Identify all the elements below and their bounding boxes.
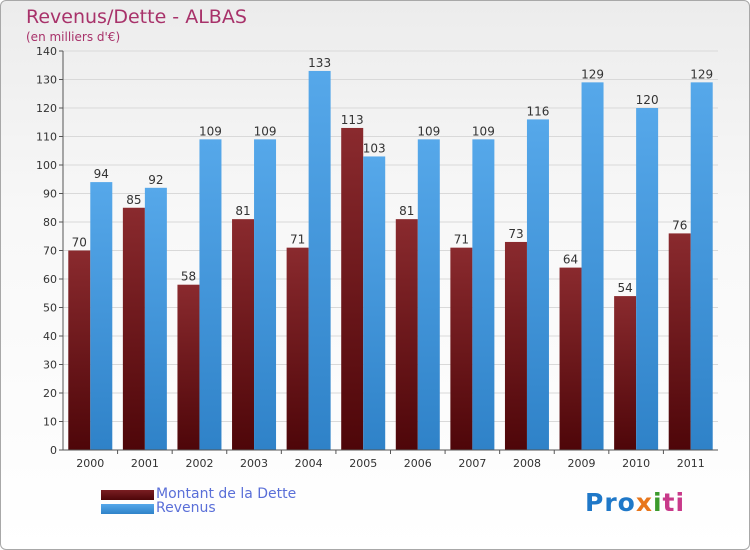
bar — [636, 108, 659, 450]
data-label: 129 — [690, 67, 713, 81]
legend-label-revenus: Revenus — [156, 500, 216, 516]
data-label: 113 — [341, 113, 364, 127]
data-label: 76 — [672, 218, 687, 232]
bar — [614, 296, 637, 450]
bar — [363, 156, 386, 450]
data-label: 54 — [617, 281, 632, 295]
bar — [122, 207, 145, 450]
data-label: 85 — [126, 193, 141, 207]
bar — [417, 139, 440, 450]
bar — [559, 267, 582, 450]
logo-part: ti — [662, 488, 686, 517]
bar — [254, 139, 277, 450]
y-tick-label: 80 — [43, 216, 57, 229]
data-label: 71 — [290, 233, 305, 247]
logo-part: Pro — [585, 488, 636, 517]
bar — [144, 187, 167, 451]
bar — [177, 284, 200, 450]
legend-swatch-dette — [101, 490, 154, 500]
y-tick-label: 0 — [50, 444, 57, 457]
data-label: 70 — [72, 236, 87, 250]
data-label: 109 — [417, 124, 440, 138]
data-label: 64 — [563, 253, 578, 267]
bar — [341, 127, 364, 450]
data-label: 116 — [527, 104, 550, 118]
chart-subtitle: (en milliers d'€) — [26, 30, 121, 44]
legend-swatch-revenus — [101, 504, 154, 514]
x-tick-label: 2002 — [185, 457, 213, 470]
bar — [526, 119, 549, 451]
x-tick-label: 2008 — [513, 457, 541, 470]
bar — [668, 233, 691, 450]
bar — [68, 250, 91, 450]
y-tick-label: 100 — [36, 159, 57, 172]
chart-title: Revenus/Dette - ALBAS — [26, 6, 247, 28]
y-tick-label: 50 — [43, 302, 57, 315]
logo-part: x — [635, 488, 653, 517]
bar — [472, 139, 495, 450]
x-tick-label: 2004 — [295, 457, 323, 470]
data-label: 94 — [94, 167, 109, 181]
y-tick-label: 20 — [43, 387, 57, 400]
data-label: 73 — [508, 227, 523, 241]
legend-label-dette: Montant de la Dette — [156, 486, 297, 502]
data-label: 133 — [308, 56, 331, 70]
y-tick-label: 70 — [43, 245, 57, 258]
bar — [450, 247, 473, 450]
x-tick-label: 2003 — [240, 457, 268, 470]
bar — [504, 241, 527, 450]
axes: 0 10 20 30 40 50 60 70 80 90 100 110 120 130 140 2000 20… — [36, 45, 718, 470]
x-tick-label: 2009 — [568, 457, 596, 470]
bar — [581, 82, 604, 450]
y-tick-label: 40 — [43, 330, 57, 343]
y-tick-label: 90 — [43, 188, 57, 201]
y-tick-label: 110 — [36, 131, 57, 144]
bar — [199, 139, 222, 450]
y-tick-label: 140 — [36, 45, 57, 58]
x-tick-label: 2007 — [458, 457, 486, 470]
data-labels: 70 94 85 92 58 109 81 109 71 133 113 103 81 109 71 109 7… — [72, 56, 714, 295]
bar — [395, 219, 418, 450]
bar — [308, 70, 331, 450]
bars — [68, 70, 713, 451]
bar — [286, 247, 309, 450]
x-tick-label: 2001 — [131, 457, 159, 470]
y-tick-label: 30 — [43, 359, 57, 372]
data-label: 58 — [181, 270, 196, 284]
data-label: 81 — [235, 204, 250, 218]
y-tick-label: 120 — [36, 102, 57, 115]
x-tick-label: 2010 — [622, 457, 650, 470]
grid-lines — [63, 50, 718, 451]
bar — [232, 219, 255, 450]
data-label: 109 — [472, 124, 495, 138]
data-label: 71 — [454, 233, 469, 247]
proxiti-logo: Proxiti — [585, 488, 685, 517]
logo-part: i — [652, 488, 663, 517]
y-tick-label: 10 — [43, 416, 57, 429]
x-tick-label: 2000 — [76, 457, 104, 470]
data-label: 81 — [399, 204, 414, 218]
data-label: 103 — [363, 141, 386, 155]
data-label: 92 — [148, 173, 163, 187]
x-tick-label: 2011 — [677, 457, 705, 470]
bar — [90, 182, 113, 450]
x-tick-label: 2006 — [404, 457, 432, 470]
bar — [690, 82, 713, 450]
data-label: 129 — [581, 67, 604, 81]
x-tick-label: 2005 — [349, 457, 377, 470]
data-label: 109 — [199, 124, 222, 138]
data-label: 120 — [636, 93, 659, 107]
data-label: 109 — [254, 124, 277, 138]
y-tick-label: 60 — [43, 273, 57, 286]
y-tick-label: 130 — [36, 74, 57, 87]
